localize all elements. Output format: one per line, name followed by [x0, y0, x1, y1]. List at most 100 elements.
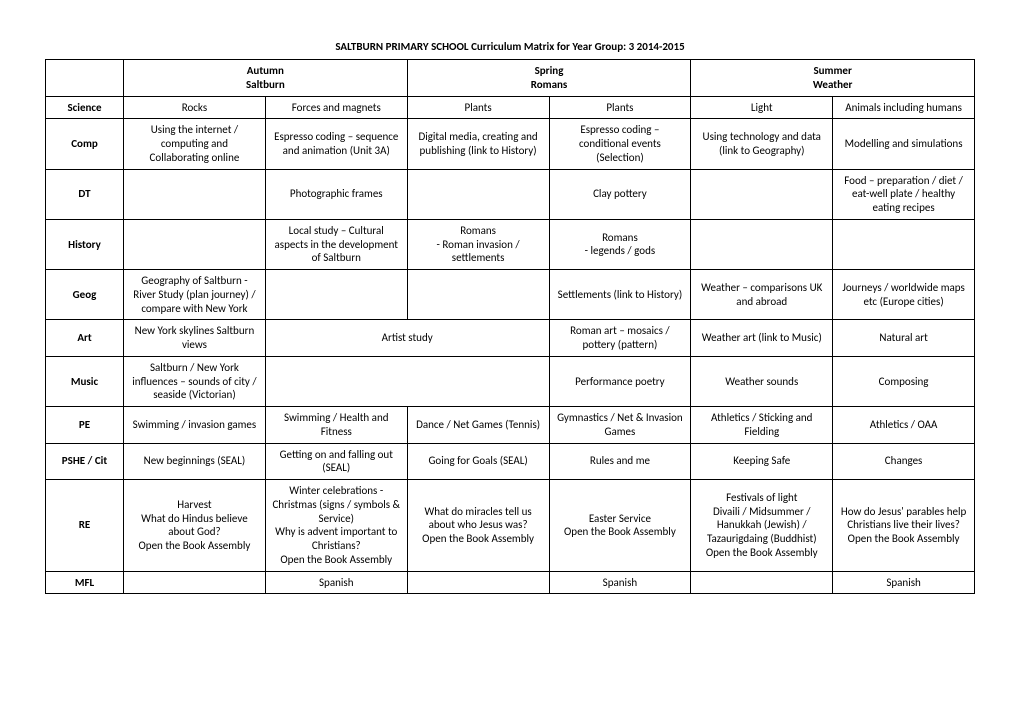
cell: Using the internet / computing and Colla…	[124, 119, 266, 169]
subject-cell: DT	[46, 169, 124, 219]
table-row: REHarvestWhat do Hindus believe about Go…	[46, 480, 975, 572]
cell: Roman art – mosaics / pottery (pattern)	[549, 320, 691, 357]
cell: Animals including humans	[833, 96, 975, 119]
cell: Settlements (link to History)	[549, 270, 691, 320]
cell	[124, 571, 266, 594]
cell: Romans- legends / gods	[549, 219, 691, 269]
cell: Natural art	[833, 320, 975, 357]
cell: Local study – Cultural aspects in the de…	[265, 219, 407, 269]
cell: Photographic frames	[265, 169, 407, 219]
cell	[691, 219, 833, 269]
page-title: SALTBURN PRIMARY SCHOOL Curriculum Matri…	[45, 40, 975, 53]
cell	[407, 270, 549, 320]
header-blank	[46, 60, 124, 97]
subject-cell: History	[46, 219, 124, 269]
term-sub: Romans	[531, 78, 568, 91]
cell	[691, 169, 833, 219]
cell: Easter ServiceOpen the Book Assembly	[549, 480, 691, 572]
cell: What do miracles tell us about who Jesus…	[407, 480, 549, 572]
cell: Plants	[407, 96, 549, 119]
subject-cell: PSHE / Cit	[46, 443, 124, 480]
table-row: MFL Spanish Spanish Spanish	[46, 571, 975, 594]
cell: HarvestWhat do Hindus believe about God?…	[124, 480, 266, 572]
term-name: Autumn	[247, 64, 284, 77]
cell: Plants	[549, 96, 691, 119]
cell: Going for Goals (SEAL)	[407, 443, 549, 480]
cell: Athletics / Sticking and Fielding	[691, 407, 833, 444]
term-autumn: Autumn Saltburn	[124, 60, 408, 97]
table-row: PESwimming / invasion gamesSwimming / He…	[46, 407, 975, 444]
cell	[691, 571, 833, 594]
cell: Forces and magnets	[265, 96, 407, 119]
table-row: CompUsing the internet / computing and C…	[46, 119, 975, 169]
cell: Weather – comparisons UK and abroad	[691, 270, 833, 320]
cell: Romans- Roman invasion / settlements	[407, 219, 549, 269]
cell	[407, 169, 549, 219]
subject-cell: MFL	[46, 571, 124, 594]
term-summer: Summer Weather	[691, 60, 975, 97]
cell: Athletics / OAA	[833, 407, 975, 444]
cell: Light	[691, 96, 833, 119]
subject-cell: PE	[46, 407, 124, 444]
cell: Getting on and falling out (SEAL)	[265, 443, 407, 480]
cell: Spanish	[549, 571, 691, 594]
term-sub: Saltburn	[246, 78, 285, 91]
cell: Espresso coding – sequence and animation…	[265, 119, 407, 169]
cell: New York skylines Saltburn views	[124, 320, 266, 357]
subject-cell: RE	[46, 480, 124, 572]
subject-cell: Geog	[46, 270, 124, 320]
cell: Changes	[833, 443, 975, 480]
cell: Dance / Net Games (Tennis)	[407, 407, 549, 444]
table-row: GeogGeography of Saltburn - River Study …	[46, 270, 975, 320]
term-header-row: Autumn Saltburn Spring Romans Summer Wea…	[46, 60, 975, 97]
cell: Food – preparation / diet / eat-well pla…	[833, 169, 975, 219]
cell: Rules and me	[549, 443, 691, 480]
cell: Swimming / Health and Fitness	[265, 407, 407, 444]
cell	[265, 270, 407, 320]
subject-cell: Science	[46, 96, 124, 119]
table-row: MusicSaltburn / New York influences – so…	[46, 356, 975, 406]
table-row: ScienceRocksForces and magnetsPlantsPlan…	[46, 96, 975, 119]
table-row: History Local study – Cultural aspects in…	[46, 219, 975, 269]
cell: Performance poetry	[549, 356, 691, 406]
cell: Spanish	[265, 571, 407, 594]
cell	[407, 571, 549, 594]
term-sub: Weather	[813, 78, 853, 91]
cell: Spanish	[833, 571, 975, 594]
cell: Keeping Safe	[691, 443, 833, 480]
cell: Swimming / invasion games	[124, 407, 266, 444]
cell	[833, 219, 975, 269]
table-body: ScienceRocksForces and magnetsPlantsPlan…	[46, 96, 975, 594]
subject-cell: Comp	[46, 119, 124, 169]
cell: Composing	[833, 356, 975, 406]
cell: Weather sounds	[691, 356, 833, 406]
cell: Saltburn / New York influences – sounds …	[124, 356, 266, 406]
cell: Digital media, creating and publishing (…	[407, 119, 549, 169]
cell: Artist study	[265, 320, 549, 357]
cell: Rocks	[124, 96, 266, 119]
table-row: ArtNew York skylines Saltburn viewsArtis…	[46, 320, 975, 357]
term-name: Spring	[535, 64, 564, 77]
cell: Weather art (link to Music)	[691, 320, 833, 357]
cell: Winter celebrations - Christmas (signs /…	[265, 480, 407, 572]
cell: How do Jesus' parables help Christians l…	[833, 480, 975, 572]
cell: Journeys / worldwide maps etc (Europe ci…	[833, 270, 975, 320]
cell	[124, 169, 266, 219]
cell: Modelling and simulations	[833, 119, 975, 169]
cell: Gymnastics / Net & Invasion Games	[549, 407, 691, 444]
cell: Festivals of lightDivaili / Midsummer / …	[691, 480, 833, 572]
term-spring: Spring Romans	[407, 60, 691, 97]
cell: Geography of Saltburn - River Study (pla…	[124, 270, 266, 320]
cell: Espresso coding – conditional events (Se…	[549, 119, 691, 169]
cell	[265, 356, 549, 406]
table-row: DT Photographic frames Clay pottery Food – …	[46, 169, 975, 219]
cell	[124, 219, 266, 269]
cell: Using technology and data (link to Geogr…	[691, 119, 833, 169]
cell: Clay pottery	[549, 169, 691, 219]
subject-cell: Music	[46, 356, 124, 406]
subject-cell: Art	[46, 320, 124, 357]
table-row: PSHE / CitNew beginnings (SEAL)Getting o…	[46, 443, 975, 480]
cell: New beginnings (SEAL)	[124, 443, 266, 480]
term-name: Summer	[813, 64, 851, 77]
curriculum-table: Autumn Saltburn Spring Romans Summer Wea…	[45, 59, 975, 594]
